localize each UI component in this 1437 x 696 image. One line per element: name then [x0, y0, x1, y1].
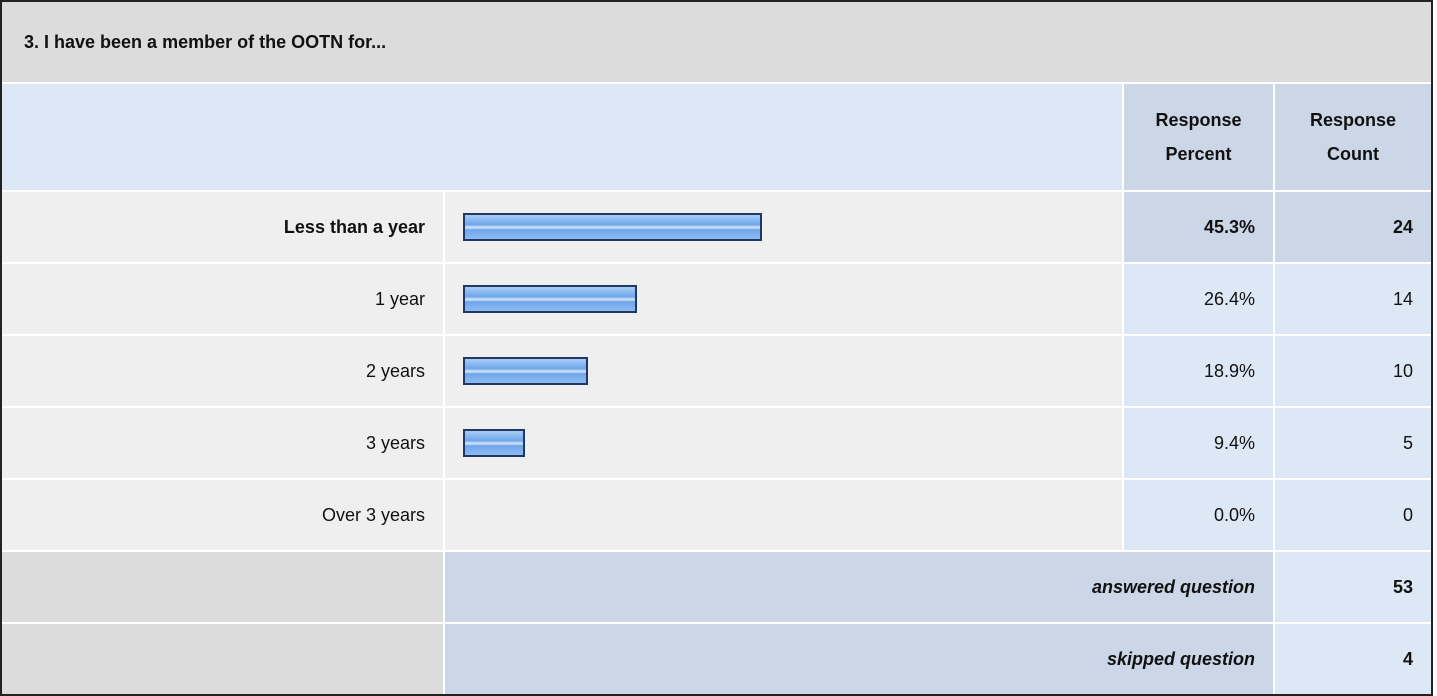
percent: 0.0%: [1124, 480, 1273, 550]
count: 24: [1275, 192, 1431, 262]
percent: 9.4%: [1124, 408, 1273, 478]
bar: [463, 213, 762, 241]
footer-label: answered question: [445, 552, 1273, 622]
bar-cell: [445, 408, 1122, 478]
header-blank: [2, 84, 1122, 190]
footer-count: 53: [1275, 552, 1431, 622]
column-header: Response Percent: [1124, 84, 1273, 190]
percent: 45.3%: [1124, 192, 1273, 262]
footer-blank: [2, 624, 443, 694]
bar: [463, 357, 588, 385]
column-header: Response Count: [1275, 84, 1431, 190]
bar: [463, 285, 637, 313]
row-label: Over 3 years: [2, 480, 443, 550]
footer-count: 4: [1275, 624, 1431, 694]
row-label: 1 year: [2, 264, 443, 334]
percent: 18.9%: [1124, 336, 1273, 406]
footer-label: skipped question: [445, 624, 1273, 694]
count: 14: [1275, 264, 1431, 334]
footer-blank: [2, 552, 443, 622]
title: 3. I have been a member of the OOTN for.…: [2, 2, 1431, 82]
row-label: Less than a year: [2, 192, 443, 262]
bar-cell: [445, 480, 1122, 550]
count: 0: [1275, 480, 1431, 550]
count: 10: [1275, 336, 1431, 406]
percent: 26.4%: [1124, 264, 1273, 334]
count: 5: [1275, 408, 1431, 478]
row-label: 2 years: [2, 336, 443, 406]
bar: [463, 429, 525, 457]
row-label: 3 years: [2, 408, 443, 478]
